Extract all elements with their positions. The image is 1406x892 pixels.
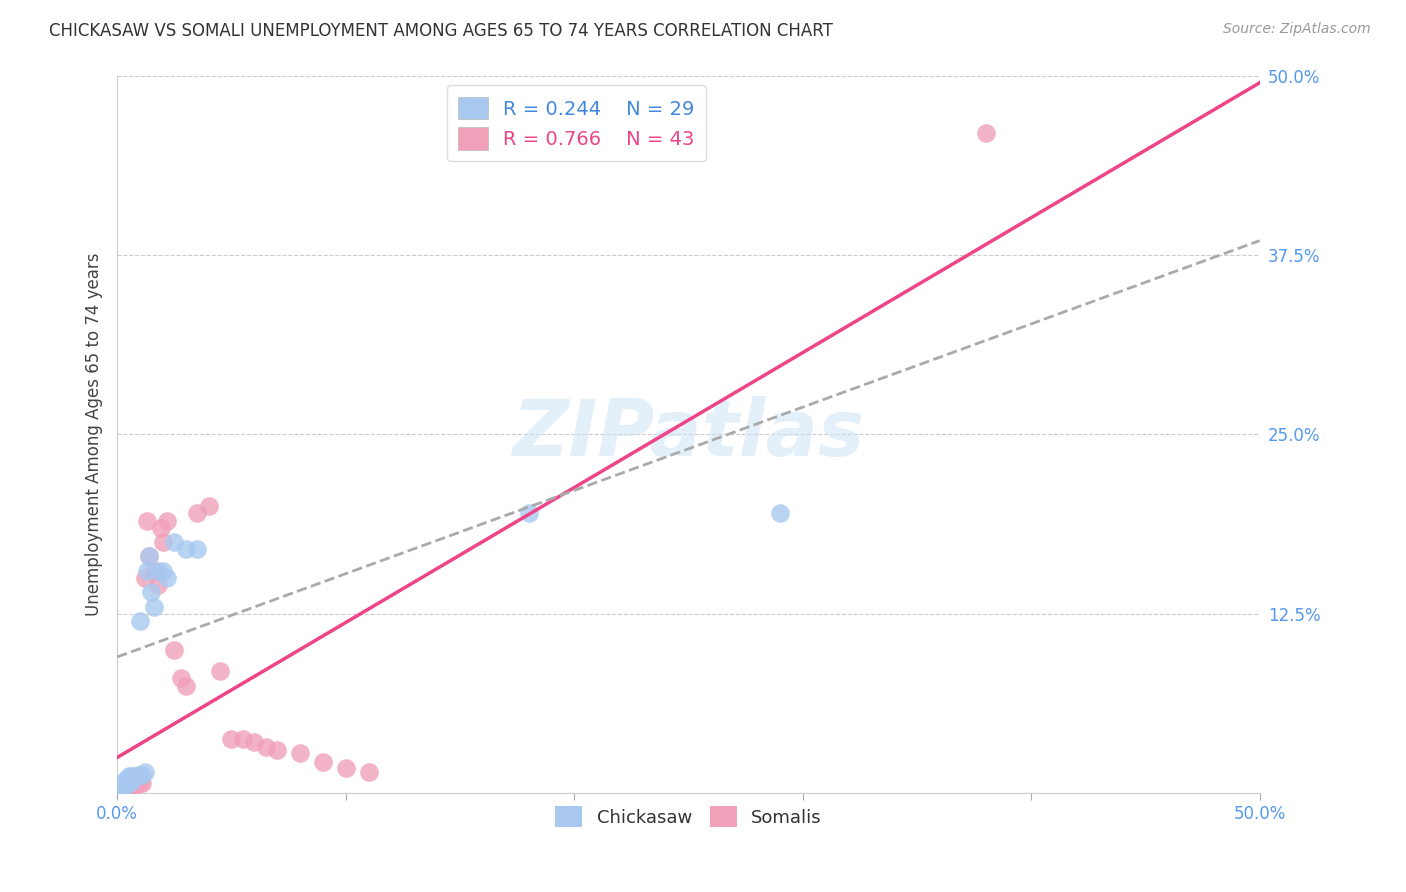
Point (115, 785, 138, 799)
Point (111, 786, 134, 800)
Point (142, 599, 165, 614)
Point (108, 785, 131, 799)
Point (148, 578, 170, 592)
Point (138, 549, 160, 564)
Point (117, 783, 139, 797)
Point (108, 782, 131, 797)
Point (129, 614, 152, 628)
Point (156, 571, 179, 585)
Point (131, 776, 153, 790)
Point (117, 782, 139, 797)
Point (335, 760, 357, 774)
Point (127, 775, 149, 789)
Point (134, 764, 156, 779)
Point (111, 783, 134, 797)
Y-axis label: Unemployment Among Ages 65 to 74 years: Unemployment Among Ages 65 to 74 years (86, 252, 103, 616)
Text: Source: ZipAtlas.com: Source: ZipAtlas.com (1223, 22, 1371, 37)
Point (135, 564, 157, 578)
Point (134, 571, 156, 585)
Point (112, 775, 135, 789)
Point (115, 778, 138, 792)
Point (148, 564, 170, 578)
Point (163, 642, 186, 657)
Point (120, 780, 142, 795)
Text: ZIPatlas: ZIPatlas (512, 396, 865, 473)
Point (111, 780, 134, 795)
Point (232, 731, 254, 746)
Point (122, 779, 145, 793)
Point (112, 779, 135, 793)
Point (152, 535, 174, 549)
Point (974, 126, 997, 140)
Point (141, 585, 163, 599)
Point (138, 549, 160, 564)
Point (105, 783, 128, 797)
Point (288, 746, 311, 760)
Point (117, 769, 139, 783)
Point (115, 772, 138, 786)
Point (156, 514, 179, 528)
Point (186, 507, 208, 521)
Point (152, 564, 174, 578)
Point (186, 542, 208, 557)
Point (108, 782, 131, 797)
Legend: Chickasaw, Somalis: Chickasaw, Somalis (548, 799, 830, 835)
Point (120, 782, 142, 797)
Point (105, 786, 128, 800)
Point (135, 514, 157, 528)
Point (254, 740, 277, 755)
Point (142, 564, 165, 578)
Point (149, 521, 172, 535)
Point (312, 755, 335, 769)
Point (243, 734, 266, 748)
Point (208, 665, 231, 679)
Point (120, 769, 142, 783)
Point (105, 783, 128, 797)
Point (131, 767, 153, 781)
Point (127, 767, 149, 781)
Point (769, 507, 792, 521)
Point (517, 507, 540, 521)
Point (163, 535, 186, 549)
Point (112, 783, 135, 797)
Point (112, 785, 135, 799)
Point (266, 743, 288, 757)
Point (174, 542, 197, 557)
Point (357, 764, 380, 779)
Text: CHICKASAW VS SOMALI UNEMPLOYMENT AMONG AGES 65 TO 74 YEARS CORRELATION CHART: CHICKASAW VS SOMALI UNEMPLOYMENT AMONG A… (49, 22, 834, 40)
Point (170, 672, 193, 686)
Point (174, 679, 197, 693)
Point (120, 775, 142, 789)
Point (197, 500, 219, 514)
Point (115, 782, 138, 797)
Point (221, 731, 243, 746)
Point (124, 769, 146, 783)
Point (124, 778, 146, 792)
Point (122, 771, 145, 785)
Point (117, 772, 139, 786)
Point (129, 776, 152, 790)
